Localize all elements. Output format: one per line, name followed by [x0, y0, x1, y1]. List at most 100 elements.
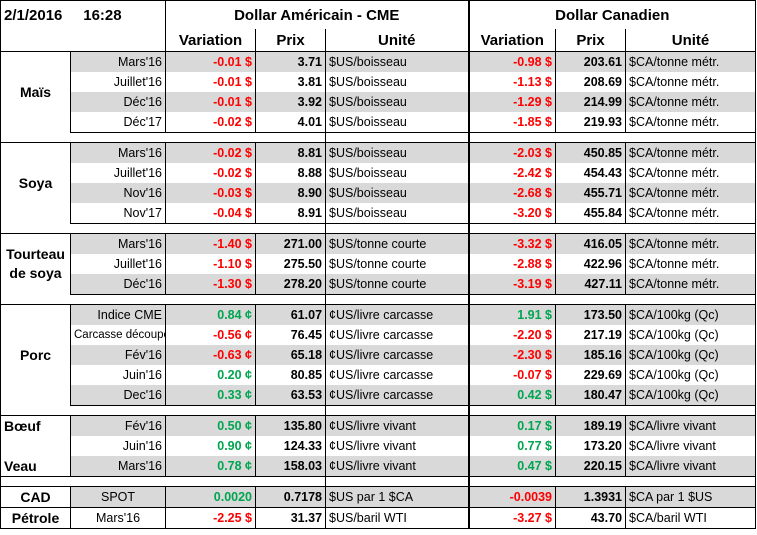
cell-us-var: 0.33 ¢ — [165, 385, 257, 406]
cell-ca-price: 217.19 — [555, 325, 627, 345]
cell-us-var: -2.25 $ — [165, 507, 257, 529]
cell-contract: Nov'16 — [69, 183, 167, 203]
cell-us-var: 0.20 ¢ — [165, 365, 257, 385]
cell-ca-price: 422.96 — [555, 254, 627, 274]
cell-ca-var: -0.07 $ — [468, 365, 557, 385]
cell-us-var: -1.10 $ — [165, 254, 257, 274]
cell-ca-price: 189.19 — [555, 415, 627, 436]
table-row: Déc'17 -0.02 $ 4.01 $US/boisseau -1.85 $… — [1, 112, 757, 133]
cell-us-unit: ¢US/livre carcasse — [325, 304, 470, 325]
us-col-prix: Prix — [255, 29, 327, 52]
cell-us-unit: $US/boisseau — [325, 183, 470, 203]
group-label-soya: Soya — [0, 142, 71, 224]
cell-ca-unit: $CA/tonne métr. — [625, 92, 757, 112]
cell-us-price: 63.53 — [255, 385, 327, 406]
cell-us-price: 4.01 — [255, 112, 327, 133]
cell-ca-unit: $CA/tonne métr. — [625, 254, 757, 274]
cell-contract: Déc'17 — [69, 112, 167, 133]
table-row: Juillet'16 -0.01 $ 3.81 $US/boisseau -1.… — [1, 72, 757, 92]
cell-ca-price: 450.85 — [555, 142, 627, 163]
cell-ca-unit: $CA/livre vivant — [625, 436, 757, 456]
cell-us-unit: $US/boisseau — [325, 142, 470, 163]
cell-ca-price: 229.69 — [555, 365, 627, 385]
cell-us-unit: $US/tonne courte — [325, 254, 470, 274]
cell-contract: Fév'16 — [69, 415, 167, 436]
ca-col-unite: Unité — [625, 29, 757, 52]
cell-ca-unit: $CA/tonne métr. — [625, 233, 757, 254]
cell-us-price: 80.85 — [255, 365, 327, 385]
cell-us-price: 3.71 — [255, 51, 327, 72]
cell-ca-var: 0.42 $ — [468, 385, 557, 406]
cell-ca-price: 427.11 — [555, 274, 627, 295]
cell-us-price: 271.00 — [255, 233, 327, 254]
cell-us-price: 31.37 — [255, 507, 327, 529]
cell-us-price: 124.33 — [255, 436, 327, 456]
header-row-2: Variation Prix Unité Variation Prix Unit… — [0, 29, 757, 52]
cell-us-unit: $US/tonne courte — [325, 233, 470, 254]
cad-section-title: Dollar Canadien — [468, 0, 757, 29]
cell-ca-price: 455.84 — [555, 203, 627, 224]
cell-contract: Mars'16 — [69, 507, 167, 529]
table-row: Carcasse découpée -0.56 ¢ 76.45 ¢US/livr… — [1, 325, 757, 345]
cell-us-price: 76.45 — [255, 325, 327, 345]
section-divider — [0, 223, 757, 234]
cell-ca-var: -2.20 $ — [468, 325, 557, 345]
cell-us-var: -0.04 $ — [165, 203, 257, 224]
table-row: Juin'16 0.20 ¢ 80.85 ¢US/livre carcasse … — [1, 365, 757, 385]
cell-us-price: 8.88 — [255, 163, 327, 183]
section-divider — [0, 132, 757, 143]
cell-us-unit: $US/boisseau — [325, 72, 470, 92]
table-row: Maïs Mars'16 -0.01 $ 3.71 $US/boisseau -… — [0, 51, 757, 133]
cell-ca-unit: $CA/tonne métr. — [625, 112, 757, 133]
cell-ca-unit: $CA/livre vivant — [625, 456, 757, 477]
cell-us-price: 275.50 — [255, 254, 327, 274]
cell-us-price: 8.90 — [255, 183, 327, 203]
date-time: 2/1/2016 16:28 — [0, 0, 166, 29]
cell-us-price: 0.7178 — [255, 486, 327, 508]
cell-us-var: -0.56 ¢ — [165, 325, 257, 345]
us-col-unite: Unité — [325, 29, 470, 52]
cell-us-price: 135.80 — [255, 415, 327, 436]
table-row: Juillet'16 -1.10 $ 275.50 $US/tonne cour… — [1, 254, 757, 274]
cell-us-unit: $US/boisseau — [325, 163, 470, 183]
cell-ca-price: 180.47 — [555, 385, 627, 406]
table-row: Veau Mars'16 0.78 ¢ 158.03 ¢US/livre viv… — [0, 456, 757, 477]
cell-ca-price: 208.69 — [555, 72, 627, 92]
table-row: Juillet'16 -0.02 $ 8.88 $US/boisseau -2.… — [1, 163, 757, 183]
table-row: Nov'17 -0.04 $ 8.91 $US/boisseau -3.20 $… — [1, 203, 757, 224]
cell-us-unit: $US/baril WTI — [325, 507, 470, 529]
cell-ca-unit: $CA/tonne métr. — [625, 183, 757, 203]
cell-us-price: 8.91 — [255, 203, 327, 224]
cell-us-unit: ¢US/livre vivant — [325, 456, 470, 477]
cell-ca-var: -0.98 $ — [468, 51, 557, 72]
cell-contract: Juin'16 — [69, 436, 167, 456]
cell-contract: Indice CME — [69, 304, 167, 325]
cell-ca-price: 1.3931 — [555, 486, 627, 508]
cell-ca-var: -3.27 $ — [468, 507, 557, 529]
cell-ca-unit: $CA/livre vivant — [625, 415, 757, 436]
cell-ca-price: 43.70 — [555, 507, 627, 529]
cell-contract: Juillet'16 — [69, 163, 167, 183]
cell-ca-price: 219.93 — [555, 112, 627, 133]
table-row: Tourteau de soya Mars'16 -1.40 $ 271.00 $… — [0, 233, 757, 295]
cell-us-var: -0.03 $ — [165, 183, 257, 203]
cell-us-unit: ¢US/livre carcasse — [325, 385, 470, 406]
cell-contract: Fév'16 — [69, 345, 167, 365]
cell-ca-unit: $CA/tonne métr. — [625, 51, 757, 72]
cell-ca-unit: $CA/baril WTI — [625, 507, 757, 529]
cell-us-var: -1.30 $ — [165, 274, 257, 295]
group-label-tourteau: Tourteau de soya — [0, 233, 71, 295]
cell-ca-price: 416.05 — [555, 233, 627, 254]
cell-us-price: 8.81 — [255, 142, 327, 163]
cell-ca-var: -3.20 $ — [468, 203, 557, 224]
cell-ca-price: 203.61 — [555, 51, 627, 72]
cell-ca-var: 0.17 $ — [468, 415, 557, 436]
us-col-variation: Variation — [165, 29, 257, 52]
cell-ca-unit: $CA/100kg (Qc) — [625, 304, 757, 325]
table-row: Pétrole Mars'16 -2.25 $ 31.37 $US/baril … — [0, 507, 757, 529]
table-row: CAD SPOT 0.0020 0.7178 $US par 1 $CA -0.… — [0, 486, 757, 508]
group-label-cad: CAD — [0, 486, 71, 508]
cell-ca-var: -3.32 $ — [468, 233, 557, 254]
cell-us-unit: $US par 1 $CA — [325, 486, 470, 508]
cell-ca-var: 0.77 $ — [468, 436, 557, 456]
